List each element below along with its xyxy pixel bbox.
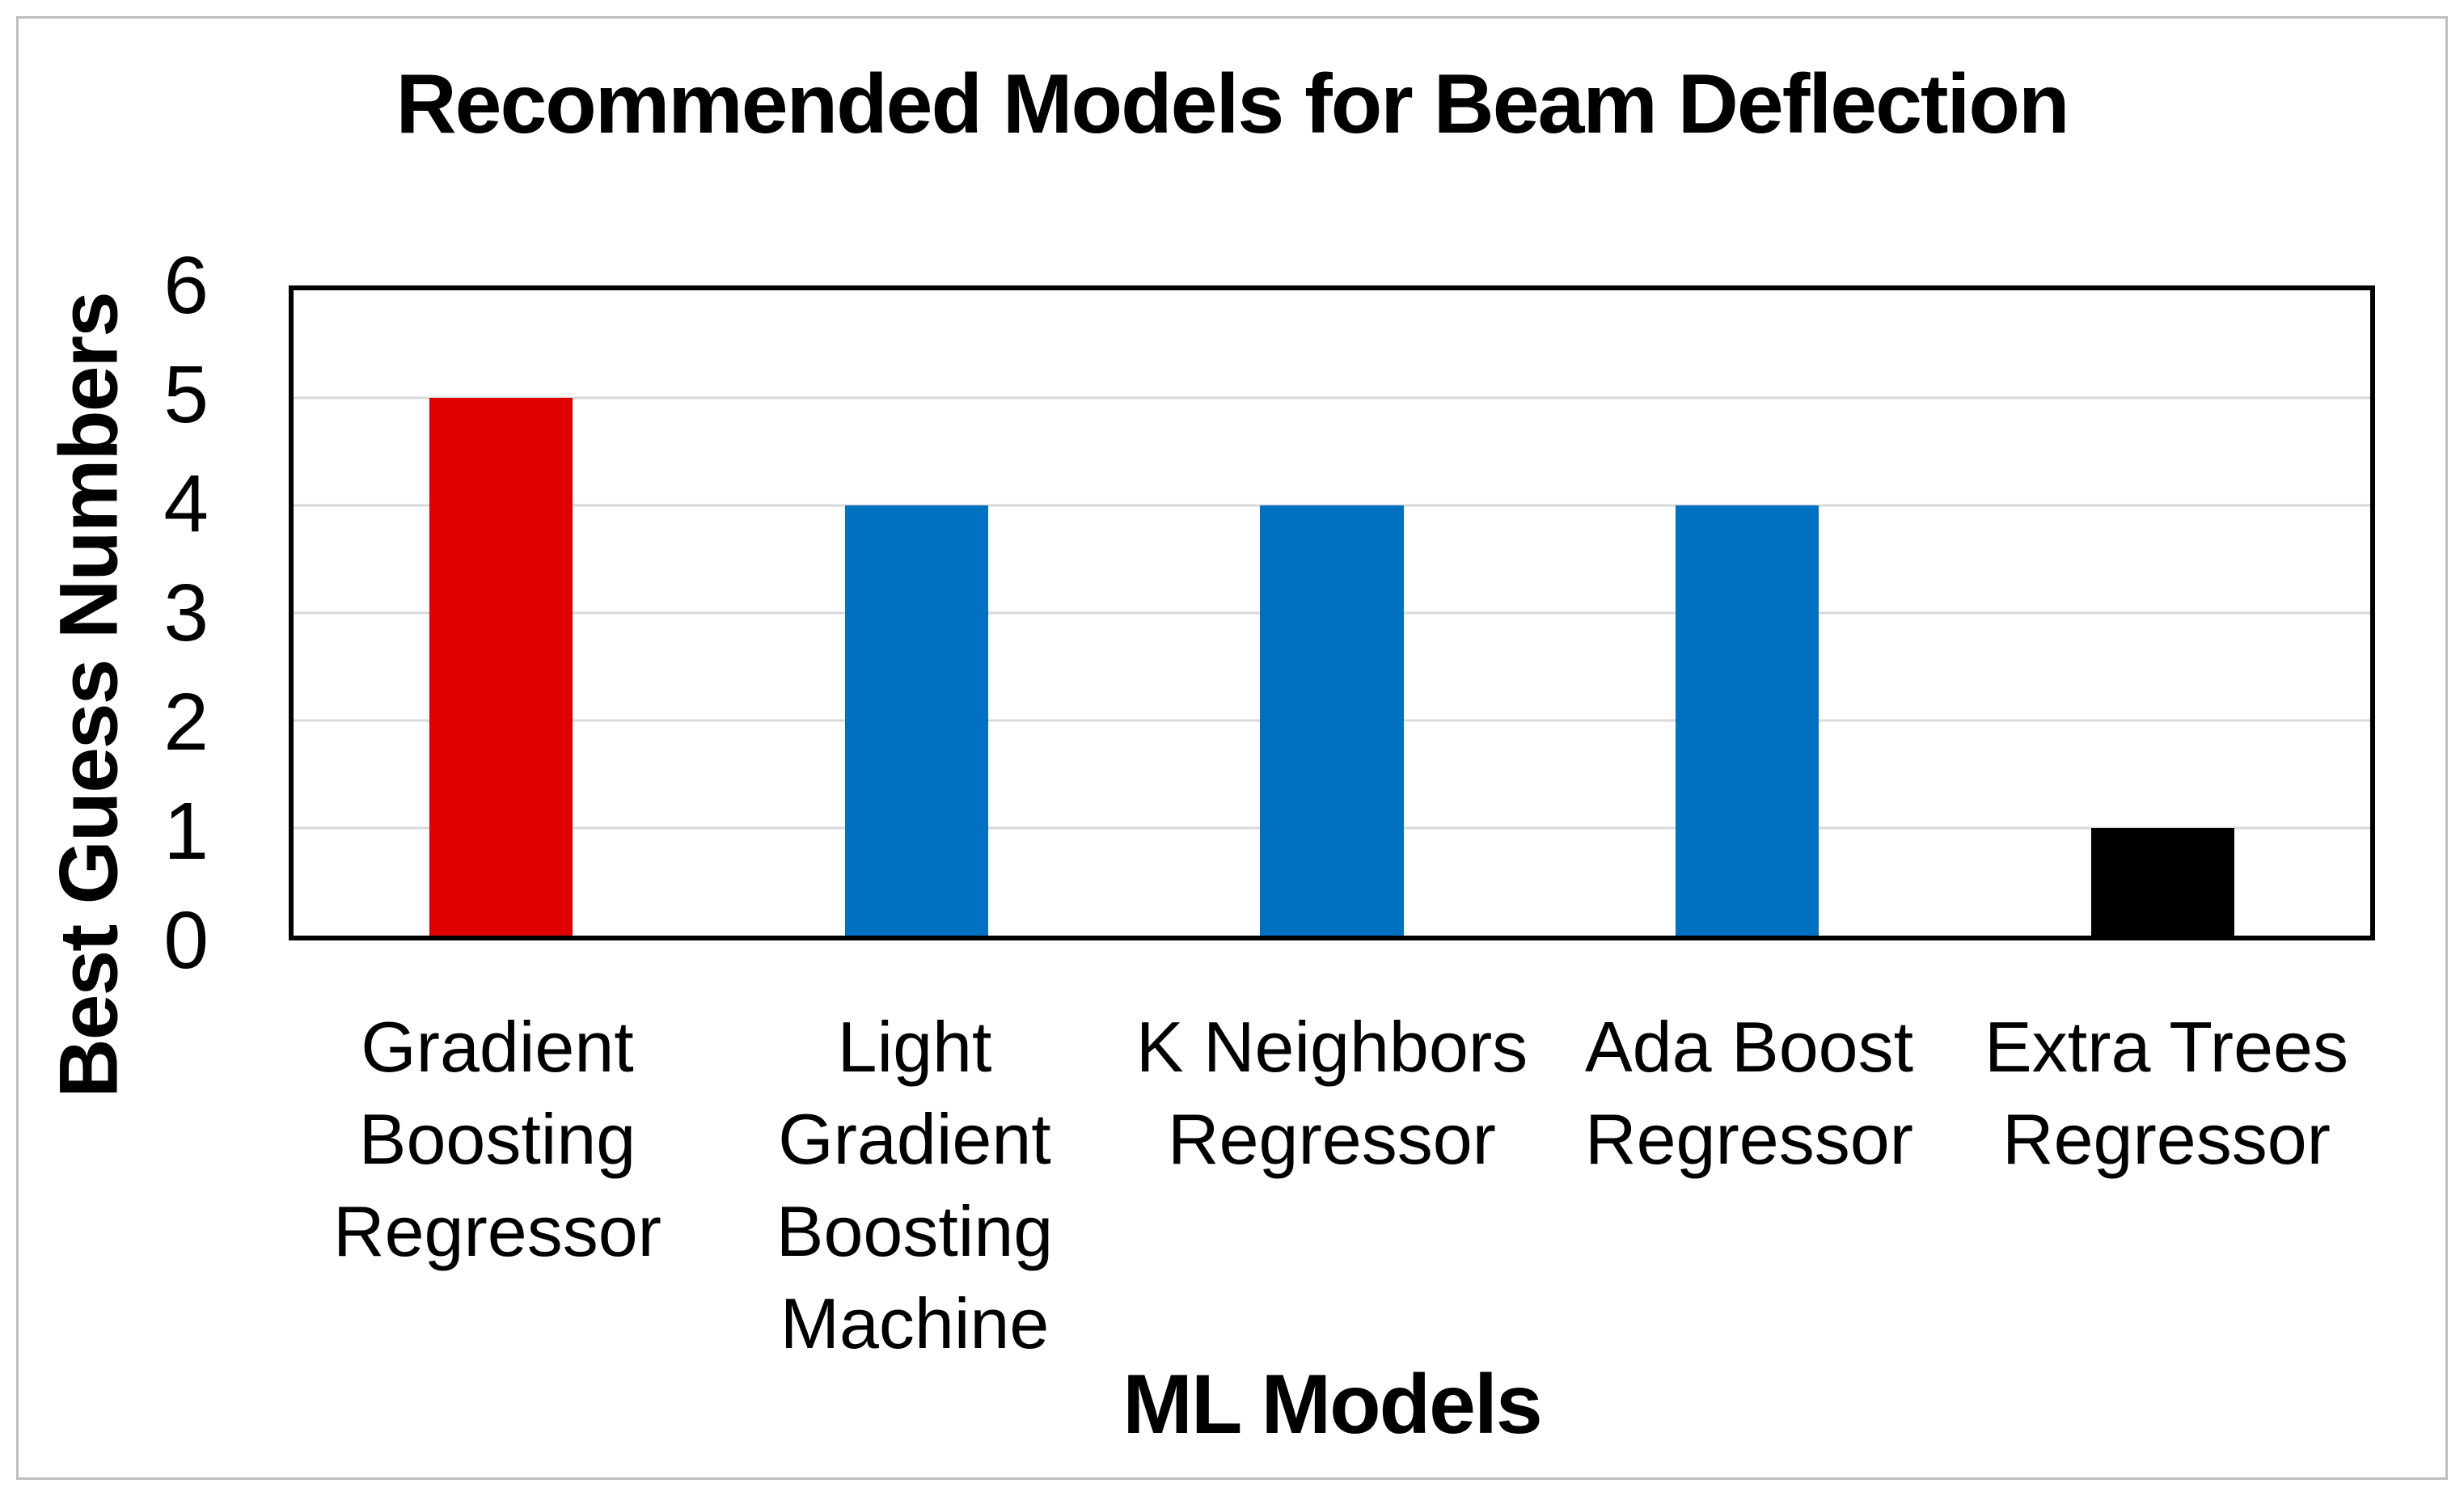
bar-slot (294, 290, 709, 936)
bar-slot (709, 290, 1125, 936)
y-tick-label: 6 (163, 240, 209, 331)
x-axis-title: ML Models (1122, 1358, 1542, 1452)
bar-slot (1124, 290, 1540, 936)
y-tick-label: 2 (163, 676, 209, 767)
y-tick-label: 3 (163, 568, 209, 658)
y-tick-label: 0 (163, 895, 209, 986)
chart-title: Recommended Models for Beam Deflection (395, 57, 2070, 151)
y-tick-label: 5 (163, 349, 209, 440)
bar-slot (1540, 290, 1955, 936)
bar-slot (1955, 290, 2370, 936)
bar (844, 505, 988, 936)
bar (2090, 828, 2234, 936)
x-axis-category-labels: Gradient Boosting Regressor Light Gradien… (289, 1001, 2375, 1370)
category-label: Ada Boost Regressor (1584, 1007, 1914, 1179)
bar (1260, 505, 1404, 936)
category-label: Light Gradient Boosting Machine (776, 1007, 1054, 1363)
gridline-y-5 (294, 396, 2370, 399)
y-tick-label: 4 (163, 458, 209, 549)
bar (1675, 505, 1819, 936)
bar (429, 398, 573, 936)
bar-series (294, 290, 2370, 936)
category-label: K Neighbors Regressor (1135, 1007, 1528, 1179)
plot-area (289, 285, 2375, 940)
y-tick-label: 1 (163, 786, 209, 877)
category-label: Extra Trees Regressor (1984, 1007, 2348, 1179)
category-label: Gradient Boosting Regressor (333, 1007, 661, 1271)
